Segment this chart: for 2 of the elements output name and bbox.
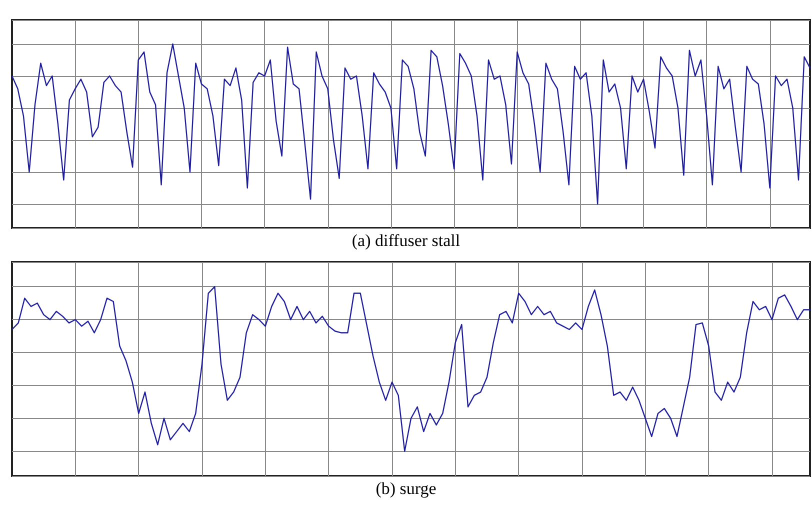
text: (b) surge [374,479,438,499]
text: (a) diffuser stall [350,231,462,251]
